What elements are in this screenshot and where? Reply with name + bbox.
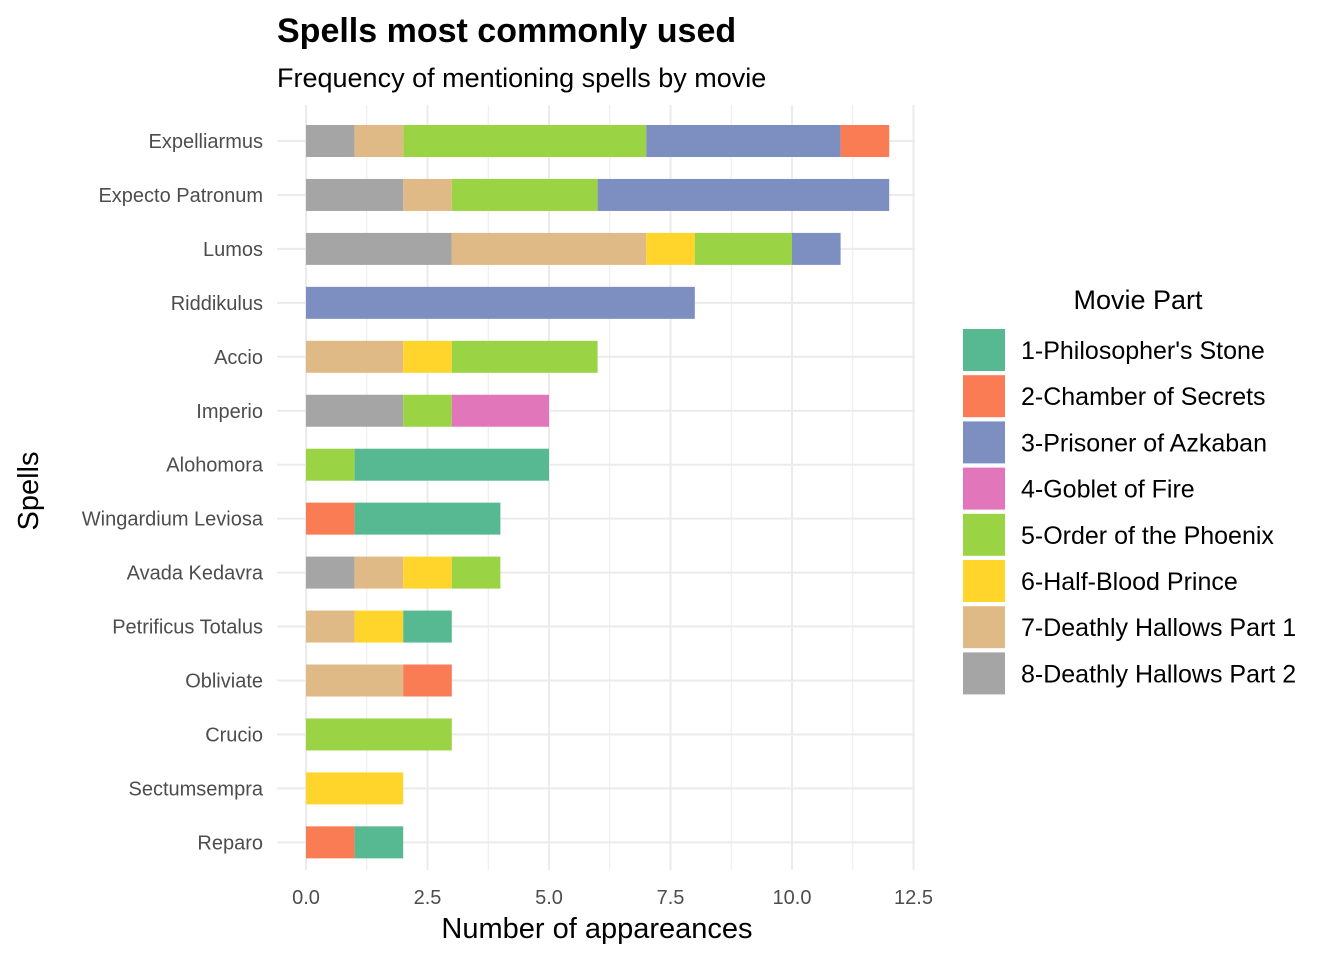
bar-segment [306,340,404,373]
bar-segment [451,556,501,589]
x-tick-label: 0.0 [292,887,320,909]
y-tick-label: Avada Kedavra [127,563,264,585]
legend-label: 4-Goblet of Fire [1021,476,1195,504]
bar-segment [306,125,355,157]
x-tick-label: 10.0 [773,887,812,909]
grid [277,105,915,870]
bar-segment [403,178,452,211]
bar-segment [597,178,890,211]
y-tick-label: Expelliarmus [149,131,263,153]
legend-swatch [963,375,1005,418]
legend-swatch [963,513,1005,556]
legend-label: 6-Half-Blood Prince [1021,568,1238,596]
y-tick-label: Riddikulus [171,293,263,315]
y-tick-label: Accio [214,347,263,369]
legend-items: 1-Philosopher's Stone 2-Chamber of Secret… [963,329,1296,695]
legend-label: 8-Deathly Hallows Part 2 [1021,660,1296,688]
y-tick-label: Alohomora [166,455,264,477]
legend-title: Movie Part [1073,285,1203,315]
bar-segment [451,178,598,211]
bar-segment [451,232,647,265]
bar-segment [306,394,404,427]
y-tick-label: Crucio [205,724,263,746]
x-tick-label: 12.5 [894,887,933,909]
y-tick-label: Sectumsempra [129,778,264,800]
bar-segment [306,826,355,859]
y-tick-label: Expecto Patronum [98,185,263,207]
y-tick-label: Obliviate [185,671,263,693]
bar-segment [354,826,404,859]
bar-segment [403,610,452,643]
x-axis-label: Number of appareances [441,913,752,945]
legend-label: 2-Chamber of Secrets [1021,383,1266,411]
bar-segment [646,125,841,157]
y-tick-label: Lumos [203,239,263,261]
bar-segment [451,340,598,373]
bar-segment [306,772,404,805]
bar-segment [354,556,404,589]
y-tick-label: Petrificus Totalus [112,617,263,639]
bar-segment [403,556,452,589]
legend: Movie Part 1-Philosopher's Stone 2-Chambe… [963,285,1296,695]
y-tick-label: Wingardium Leviosa [82,509,264,531]
bar-segment [792,232,841,265]
bars [306,125,890,859]
bar-segment [306,718,452,751]
bar-segment [646,232,695,265]
bar-segment [403,394,452,427]
chart-title: Spells most commonly used [277,12,736,50]
legend-swatch [963,606,1005,649]
bar-segment [403,125,647,157]
bar-segment [306,556,355,589]
x-tick-label: 2.5 [414,887,442,909]
bar-segment [354,610,404,643]
bar-segment [403,340,452,373]
bar-segment [306,664,404,697]
legend-label: 1-Philosopher's Stone [1021,337,1265,365]
legend-swatch [963,421,1005,464]
y-tick-label: Imperio [196,401,263,423]
bar-segment [306,502,355,535]
bar-segment [840,125,890,157]
legend-label: 3-Prisoner of Azkaban [1021,429,1267,457]
bar-segment [354,125,404,157]
legend-swatch [963,652,1005,695]
y-tick-label: Reparo [197,832,263,854]
legend-label: 7-Deathly Hallows Part 1 [1021,614,1296,642]
bar-segment [354,448,549,481]
bar-segment [306,232,452,265]
x-tick-labels: 0.0 2.5 5.0 7.5 10.0 12.5 [292,887,933,909]
bar-segment [306,448,355,481]
legend-label: 5-Order of the Phoenix [1021,522,1274,550]
y-axis-label: Spells [13,452,45,531]
chart-subtitle: Frequency of mentioning spells by movie [277,63,766,93]
x-tick-label: 5.0 [535,887,563,909]
bar-segment [354,502,501,535]
bar-segment [306,286,695,319]
x-tick-label: 7.5 [657,887,685,909]
bar-segment [306,610,355,643]
bar-segment [451,394,549,427]
bar-segment [694,232,792,265]
bar-segment [403,664,452,697]
legend-swatch [963,467,1005,510]
legend-swatch [963,329,1005,371]
bar-segment [306,178,404,211]
legend-swatch [963,560,1005,602]
y-tick-labels: Expelliarmus Expecto Patronum Lumos Riddiku… [82,131,264,854]
